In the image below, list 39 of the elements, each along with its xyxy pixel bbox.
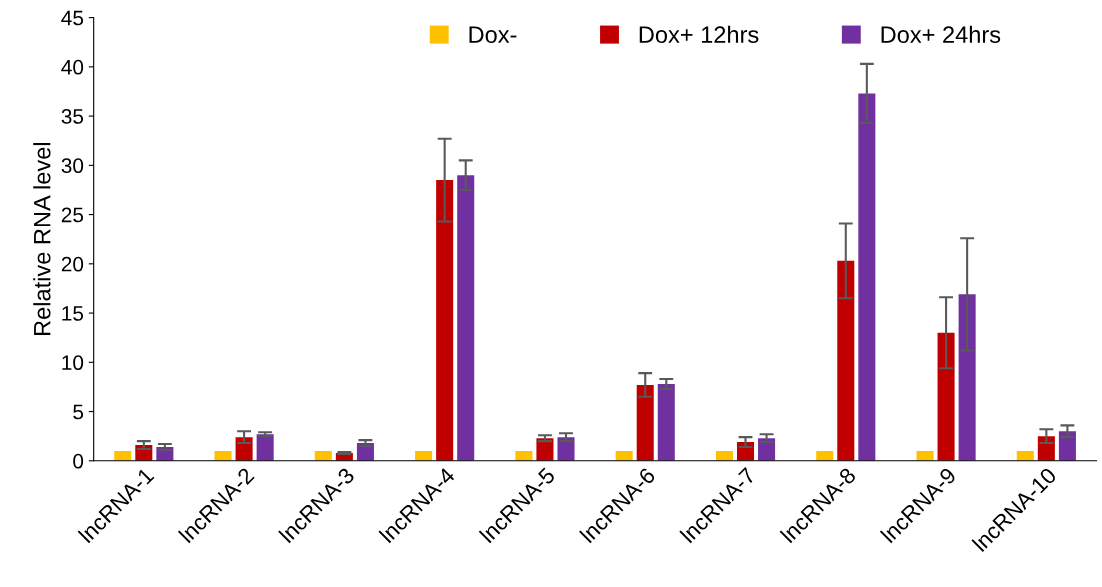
bar [937,332,955,461]
bar [1016,450,1034,461]
bar [816,450,834,461]
bar [715,450,733,461]
y-tick-label: 40 [61,59,84,75]
bar [436,180,454,461]
bar [615,450,633,461]
bar [758,438,776,461]
bar [1037,436,1055,461]
bar [114,450,132,461]
y-tick-label: 5 [73,404,84,420]
y-tick-label: 45 [61,10,84,26]
bar [256,434,274,461]
bar [235,437,253,461]
bar [515,450,533,461]
y-tick-label: 25 [61,207,84,223]
bar [958,294,976,461]
bar [557,437,575,461]
bar [916,450,934,461]
y-tick-label: 35 [61,109,84,124]
y-tick-label: 20 [61,256,84,272]
bar [858,93,876,461]
bar [1058,431,1076,461]
legend-label: Dox+ 24hrs [881,25,1001,44]
bar [636,384,654,461]
legend-label: Dox- [469,26,517,44]
bar [657,383,675,461]
bar [837,260,855,461]
y-tick-label: 10 [62,355,84,371]
y-axis-title: Relative RNA level [33,143,51,336]
y-tick-label: 0 [73,453,84,469]
bar [415,450,433,461]
bar [214,450,232,461]
bar [314,450,332,461]
legend-label: Dox+ 12hrs [639,25,759,44]
y-tick-label: 15 [62,306,84,321]
bar [536,438,554,461]
y-tick-label: 30 [61,158,84,174]
bar [457,175,475,461]
